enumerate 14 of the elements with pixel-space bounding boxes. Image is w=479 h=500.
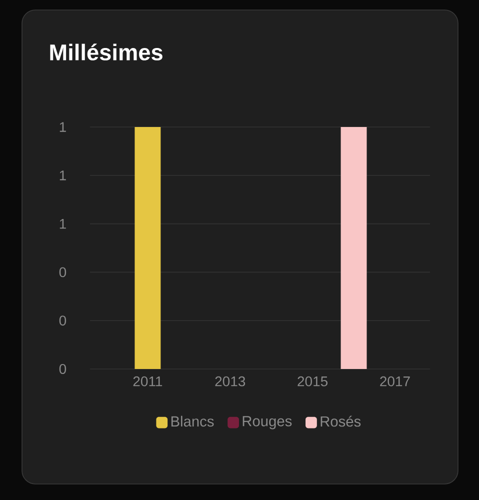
x-tick-label: 2015 — [298, 376, 328, 386]
x-tick-label: 2011 — [133, 376, 162, 386]
legend-label: Rouges — [242, 416, 292, 430]
x-tick-label: 2013 — [215, 376, 246, 386]
y-tick-label: 1 — [60, 218, 66, 229]
y-tick-label: 0 — [59, 316, 66, 326]
y-tick-label: 0 — [59, 364, 66, 374]
legend-label: Blancs — [171, 416, 214, 427]
x-tick-label: 2017 — [380, 376, 410, 386]
y-tick-label: 0 — [59, 267, 66, 278]
y-tick-label: 1 — [60, 122, 66, 132]
chart-title: Millésimes — [50, 44, 162, 60]
y-tick-label: 1 — [60, 170, 66, 180]
legend-label: Rosés — [320, 416, 361, 427]
